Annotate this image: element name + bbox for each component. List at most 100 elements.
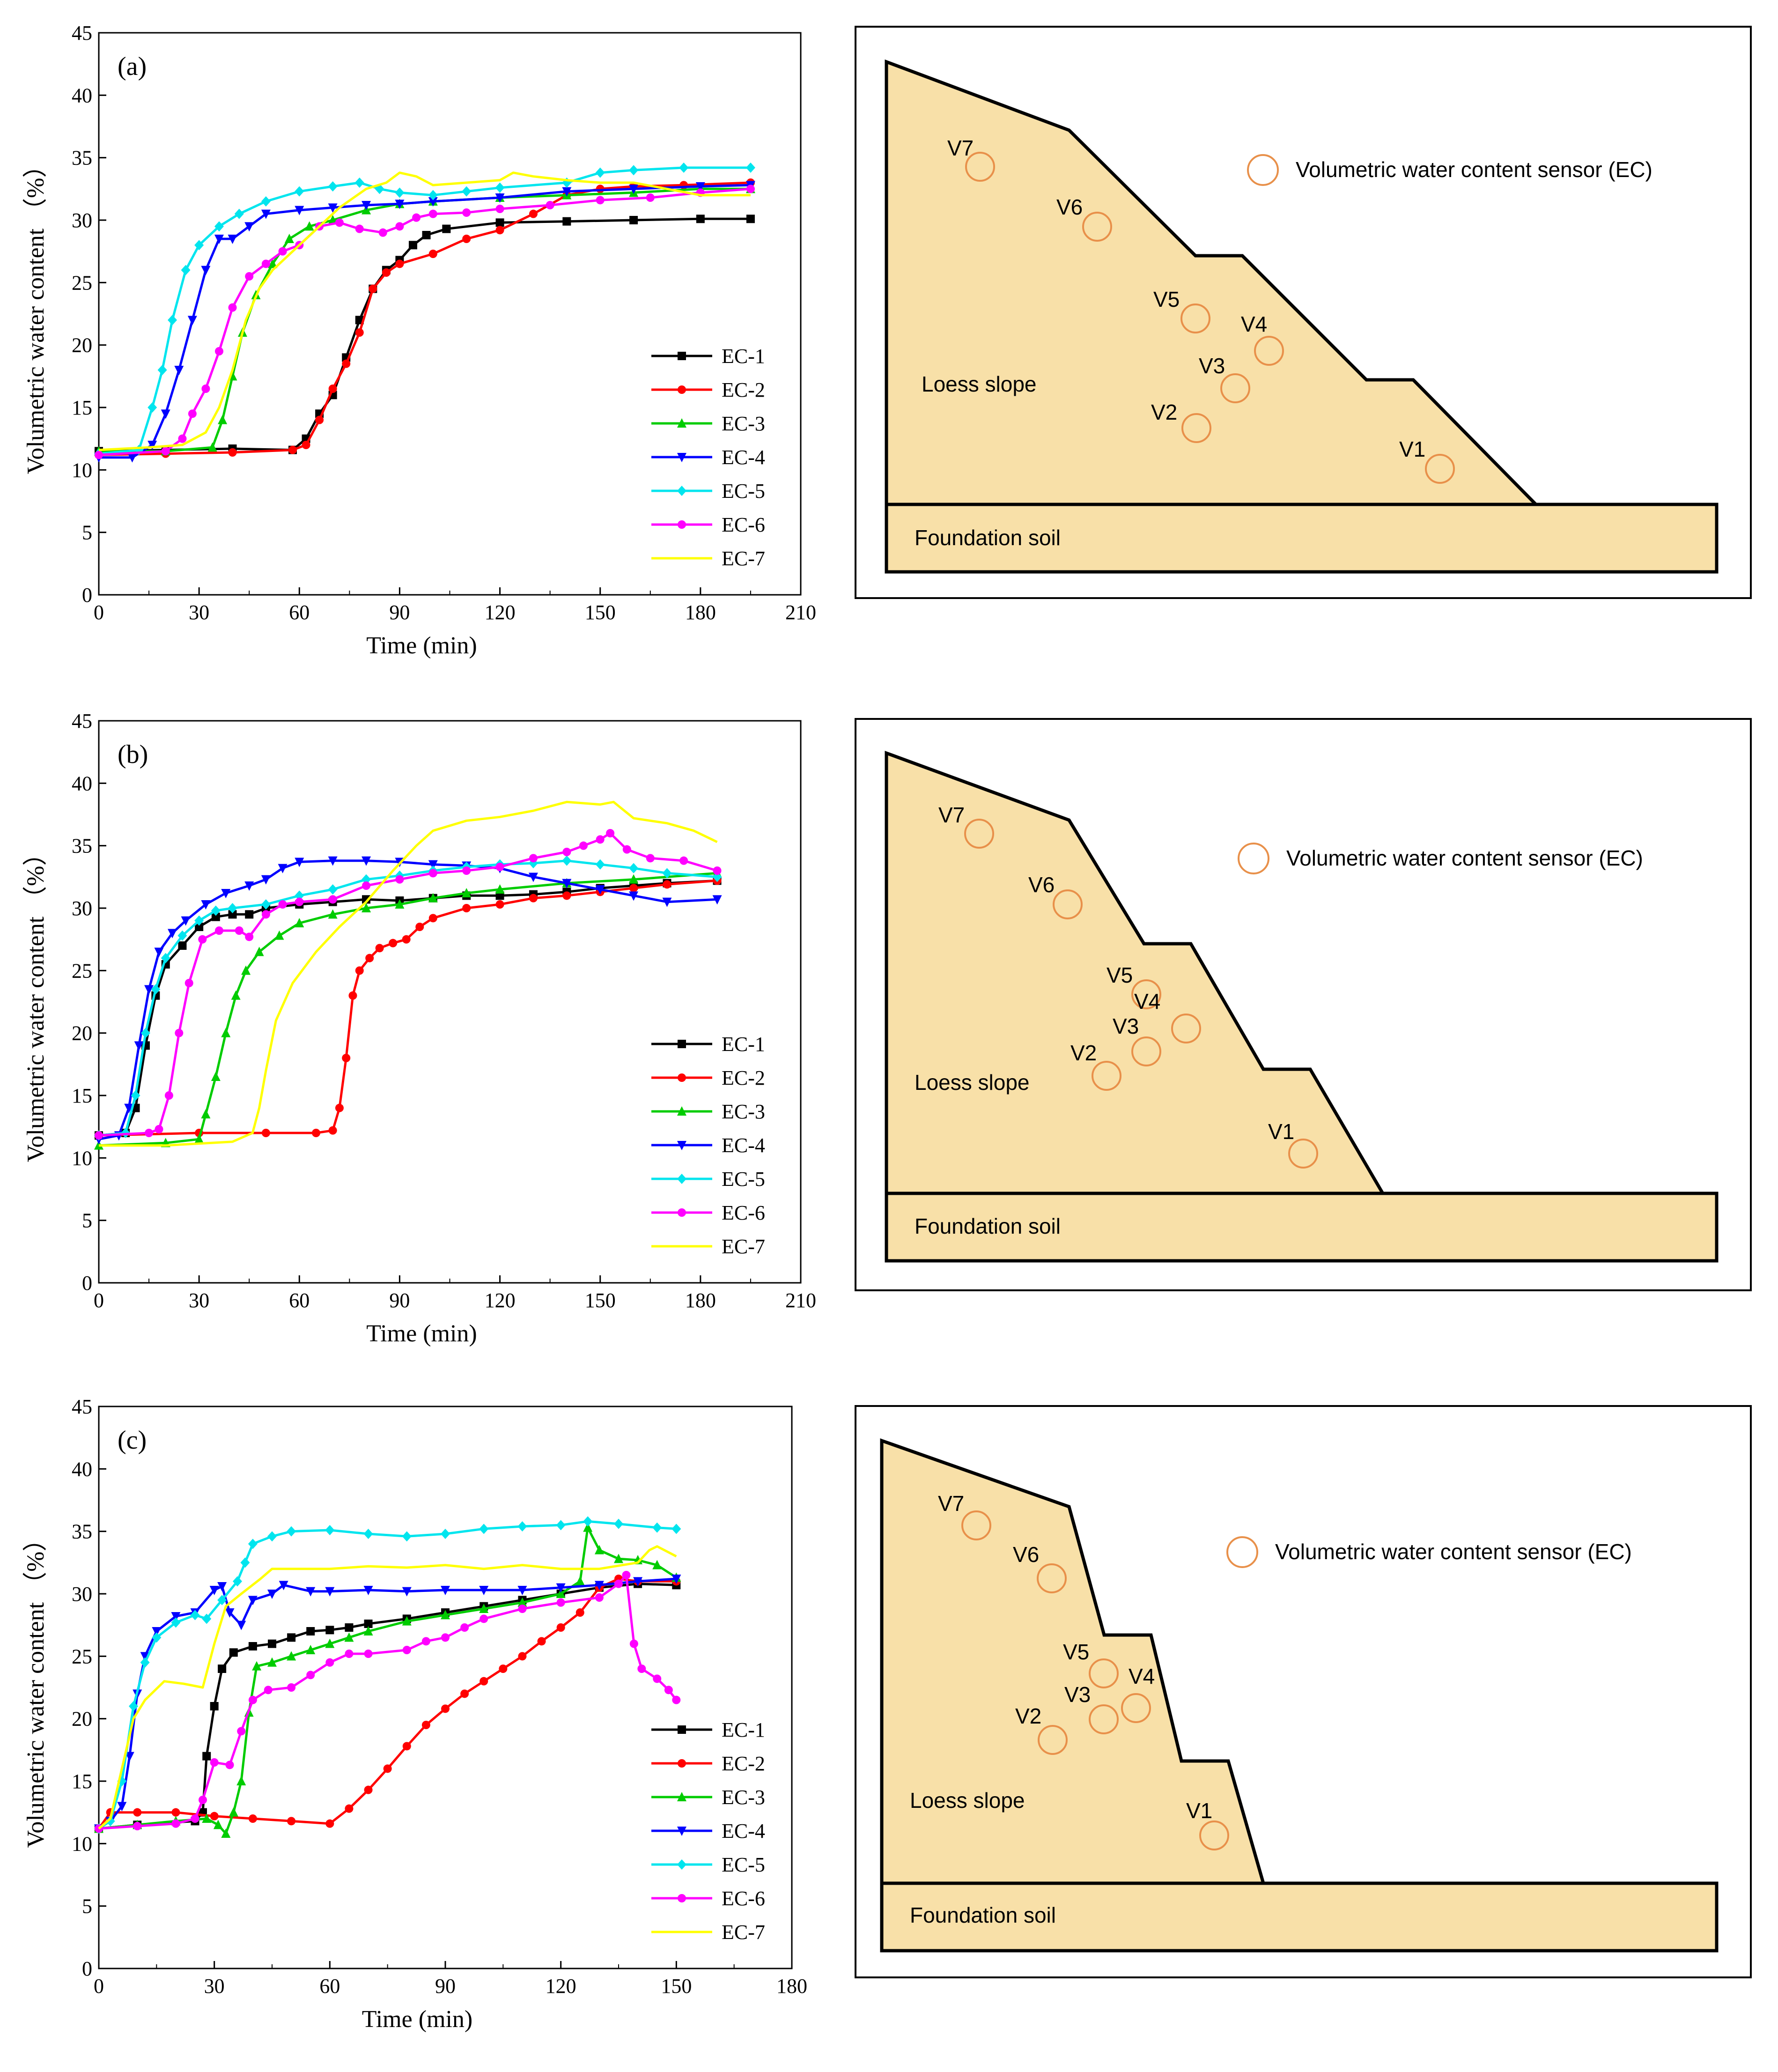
data-point [546,201,554,209]
data-point [362,201,371,210]
data-point [248,1814,257,1823]
data-point [244,881,254,891]
x-tick-label: 120 [485,1289,516,1312]
data-point [117,1802,127,1812]
legend-label: EC-4 [722,446,765,469]
x-tick-label: 90 [389,1289,410,1312]
x-tick-label: 0 [94,1975,104,1998]
data-point [288,445,297,454]
slope-diagram-3: Loess slope Foundation soil Volumetric wat… [855,1405,1752,1978]
data-point [164,1091,173,1100]
data-point [537,1637,546,1646]
legend-marker [678,1725,686,1734]
data-point [287,1633,296,1642]
data-point [556,1583,566,1593]
data-point [125,1752,134,1761]
data-point [328,203,338,213]
data-point [462,904,471,912]
data-point [462,888,472,897]
data-point [529,894,538,903]
x-tick-label: 30 [189,601,209,624]
y-tick-label: 30 [72,209,92,232]
data-point [198,935,207,944]
data-point [328,909,338,919]
series-line-ec-7 [99,800,718,1147]
data-point [402,1742,411,1751]
data-point [194,240,204,251]
legend-entry-ec-1: EC-1 [651,345,765,368]
data-point [279,1581,288,1591]
legend-label: EC-1 [722,1033,765,1056]
data-point [395,899,405,909]
legend-label: EC-6 [722,513,765,536]
data-point [328,895,337,904]
data-point [495,863,504,871]
data-point [662,897,672,907]
data-point [363,1529,373,1539]
data-point [517,1586,527,1595]
data-point [221,1828,231,1838]
legend-label: EC-4 [722,1820,765,1843]
data-point [267,1657,277,1667]
data-point [362,903,371,912]
legend-marker [678,385,686,394]
data-point [231,990,241,1000]
data-point [234,208,244,219]
legend-entry-ec-1: EC-1 [651,1033,765,1056]
series-ec-4 [94,856,722,1145]
data-point [268,259,278,268]
x-tick-label: 150 [585,1289,616,1312]
data-point [325,1626,334,1635]
legend-label: EC-7 [722,1235,765,1258]
foundation-label: Foundation soil [915,1214,1061,1238]
data-point [495,226,504,235]
data-point [365,954,374,962]
data-point [194,1134,204,1144]
data-point [629,874,639,884]
series-line-ec-5 [98,859,717,1137]
data-point [378,228,387,237]
y-tick-label: 0 [82,584,92,607]
series-line-ec-2 [98,879,717,1137]
data-point [363,1626,373,1635]
data-point [402,935,411,944]
data-point [460,1689,469,1698]
data-point [442,224,451,233]
series-ec-6 [95,829,722,1140]
data-point [606,829,615,837]
data-point [428,860,438,870]
series-ec-4 [94,181,755,463]
sensor-circle [1089,1704,1119,1734]
legend-label: EC-3 [722,1100,765,1123]
data-point [663,880,671,889]
series-line-ec-6 [98,1574,678,1830]
data-point [428,190,438,200]
series-line-ec-5 [98,166,751,455]
y-tick-label: 40 [72,772,92,795]
data-point [614,1554,623,1563]
data-point [325,1638,335,1648]
data-point [629,185,639,194]
sensor-circle [1131,1036,1161,1066]
data-point [228,303,237,312]
data-point [295,918,304,927]
data-point [421,1637,430,1646]
data-point [261,196,271,207]
legend-entry-ec-5: EC-5 [651,480,765,503]
sensor-circle [1288,1139,1318,1169]
data-point [152,1627,162,1636]
data-point [267,1590,277,1599]
data-point [199,1796,207,1804]
plot-frame [98,720,802,1284]
plot-frame [98,32,802,596]
y-tick-label: 35 [72,147,92,170]
data-point [140,1657,150,1668]
series-line-ec-4 [99,184,751,459]
data-point [395,222,404,231]
data-point [261,259,270,268]
data-point [679,856,688,865]
data-point [161,447,170,456]
y-tick-label: 5 [82,1209,92,1232]
data-point [221,1028,231,1037]
